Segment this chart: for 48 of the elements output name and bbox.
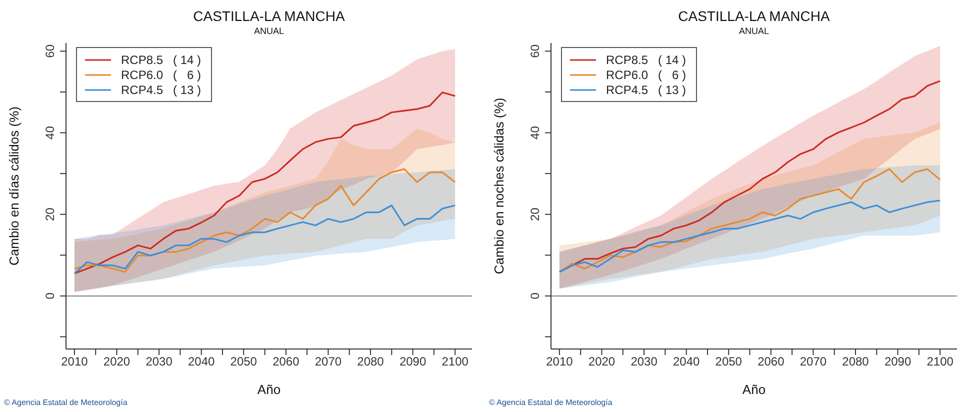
- chart-title: CASTILLA-LA MANCHA: [192, 8, 346, 24]
- x-tick-label: 2020: [103, 354, 130, 369]
- y-tick-label: 60: [43, 44, 57, 58]
- line-series: [558, 200, 941, 273]
- x-tick-label: 2090: [884, 354, 912, 369]
- y-tick-label: 20: [43, 207, 57, 222]
- chart-title: CASTILLA-LA MANCHA: [677, 8, 831, 24]
- x-axis-title: Año: [741, 382, 767, 397]
- legend-label: RCP8.5 ( 14 ): [606, 52, 686, 66]
- y-tick-label: 20: [528, 207, 542, 222]
- y-axis-title: Cambio en noches cálidas (%): [492, 98, 506, 274]
- y-tick-label: 0: [43, 292, 57, 300]
- legend-label: RCP4.5 ( 13 ): [121, 82, 202, 96]
- y-tick-label: 40: [43, 126, 57, 140]
- y-tick-label: 40: [528, 126, 542, 140]
- y-axis-title: Cambio en días cálidos (%): [6, 106, 22, 266]
- x-tick-label: 2100: [442, 354, 469, 369]
- x-tick-label: 2010: [546, 354, 574, 369]
- x-tick-label: 2040: [188, 354, 216, 369]
- y-tick-label: 60: [528, 44, 542, 58]
- legend-label: RCP6.0 ( 6 ): [121, 68, 202, 82]
- x-tick-label: 2010: [61, 354, 88, 369]
- x-tick-label: 2020: [588, 354, 616, 369]
- chart-subtitle: ANUAL: [252, 26, 285, 36]
- x-tick-label: 2050: [715, 354, 742, 369]
- x-tick-label: 2060: [758, 354, 785, 369]
- line-series: [74, 204, 456, 274]
- x-tick-label: 2100: [926, 354, 954, 369]
- x-tick-label: 2060: [272, 354, 300, 369]
- x-tick-label: 2050: [230, 354, 258, 369]
- x-tick-label: 2080: [357, 354, 384, 369]
- legend-label: RCP6.0 ( 6 ): [606, 68, 686, 82]
- y-tick-label: 0: [528, 292, 542, 300]
- x-tick-label: 2090: [399, 354, 426, 369]
- chart-subtitle: ANUAL: [738, 26, 770, 36]
- x-tick-label: 2040: [672, 354, 700, 369]
- line-series: [74, 168, 456, 273]
- line-series: [558, 168, 941, 273]
- x-axis-title: Año: [256, 382, 282, 397]
- x-tick-label: 2080: [842, 354, 870, 369]
- text: © Agencia Estatal de Meteorología: [489, 398, 612, 407]
- text: © Agencia Estatal de Meteorología: [4, 398, 128, 407]
- legend-label: RCP8.5 ( 14 ): [121, 52, 202, 66]
- x-tick-label: 2070: [314, 354, 342, 369]
- legend-label: RCP4.5 ( 13 ): [606, 82, 686, 96]
- x-tick-label: 2030: [630, 354, 658, 369]
- x-tick-label: 2070: [800, 354, 827, 369]
- x-tick-label: 2030: [146, 354, 173, 369]
